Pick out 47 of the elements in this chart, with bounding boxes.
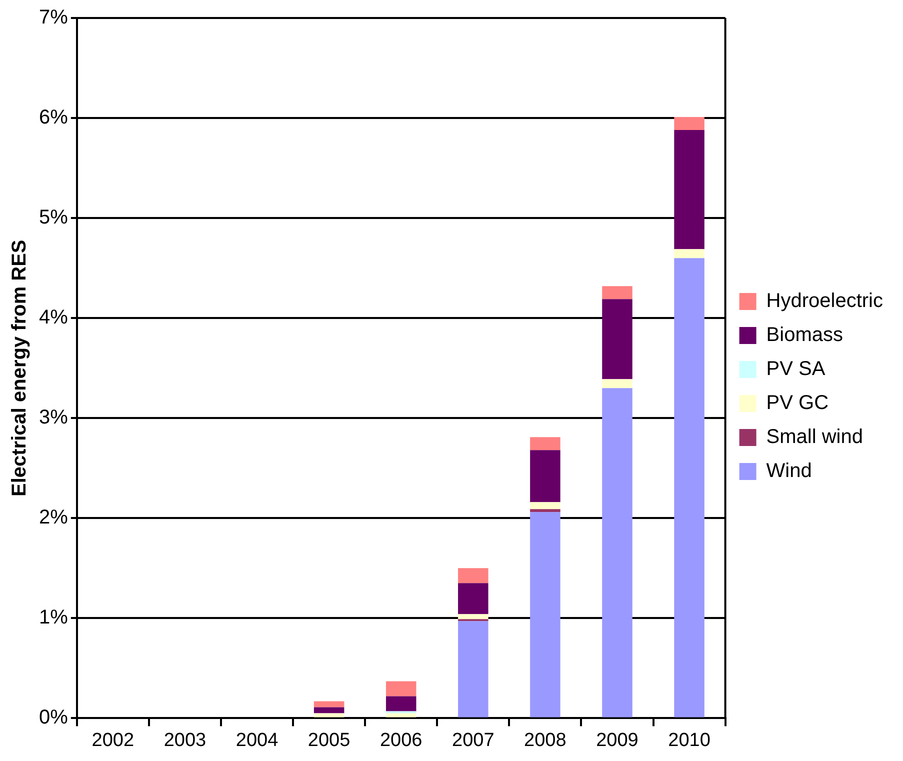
y-tick-label: 2% (39, 506, 68, 529)
y-axis-title: Electrical energy from RES (8, 240, 31, 496)
legend-label: Hydroelectric (766, 290, 884, 312)
bar (386, 681, 416, 696)
bar (458, 621, 488, 718)
bar (602, 299, 632, 380)
bar (458, 583, 488, 614)
bar (530, 437, 560, 450)
legend-label: PV GC (766, 392, 829, 414)
bar (602, 379, 632, 388)
legend-label: PV SA (766, 358, 826, 380)
legend-label: Biomass (766, 324, 844, 346)
legend-label: Wind (766, 460, 812, 482)
bar (674, 249, 704, 258)
y-tick-label: 3% (39, 406, 68, 429)
x-tick-label: 2007 (452, 730, 494, 751)
bar (602, 286, 632, 300)
x-tick-label: 2010 (668, 730, 710, 751)
x-tick-label: 2009 (596, 730, 638, 751)
x-tick-label: 2003 (164, 730, 206, 751)
bar (530, 502, 560, 510)
y-tick-label: 4% (39, 306, 68, 329)
y-tick-label: 1% (39, 606, 68, 629)
bar (386, 696, 416, 712)
x-tick-label: 2005 (308, 730, 350, 751)
bar (458, 568, 488, 584)
bar (602, 388, 632, 718)
bar (530, 512, 560, 718)
bar (674, 258, 704, 718)
bar (674, 130, 704, 250)
x-tick-label: 2002 (92, 730, 134, 751)
bar (314, 707, 344, 714)
y-tick-label: 7% (39, 6, 68, 29)
bar (674, 117, 704, 130)
y-tick-label: 0% (39, 706, 68, 729)
y-tick-label: 6% (39, 106, 68, 129)
legend-label: Small wind (766, 426, 864, 448)
y-tick-label: 5% (39, 206, 68, 229)
bar (314, 713, 344, 718)
x-tick-label: 2008 (524, 730, 566, 751)
x-tick-label: 2006 (380, 730, 422, 751)
x-tick-label: 2004 (236, 730, 279, 751)
bar (530, 450, 560, 502)
bar (314, 701, 344, 708)
bar (530, 509, 560, 512)
bar (458, 614, 488, 620)
bar (386, 713, 416, 718)
